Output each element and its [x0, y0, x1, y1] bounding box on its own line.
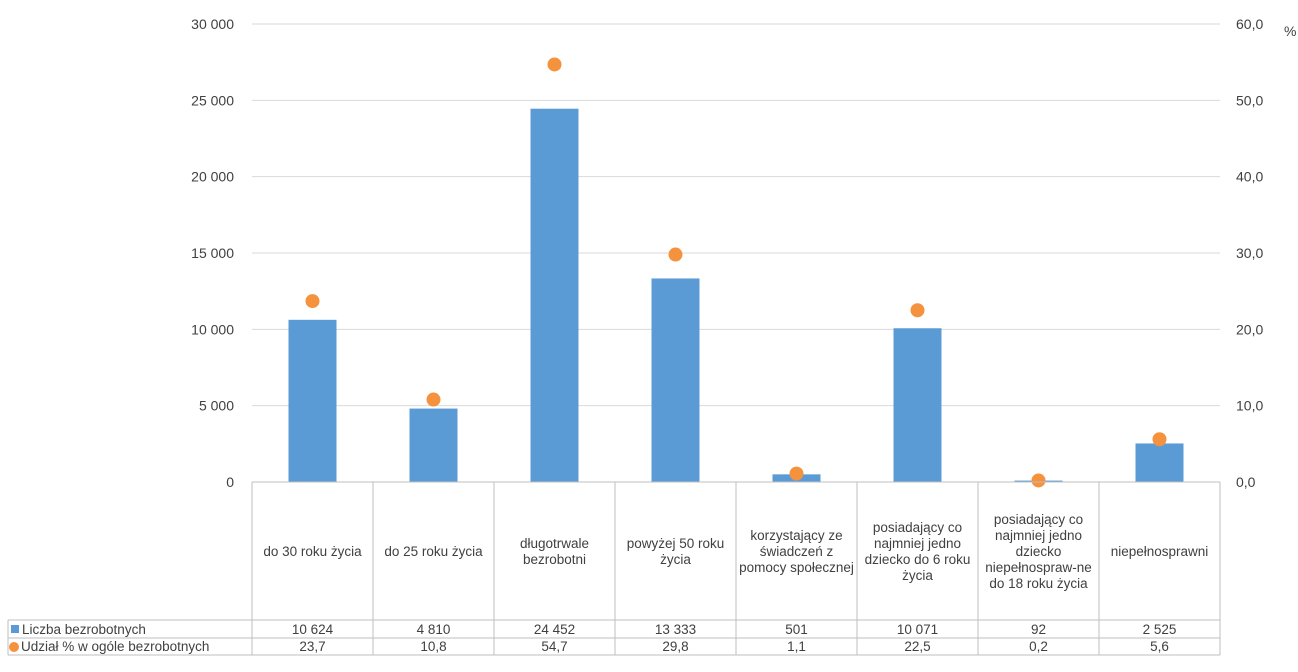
category-label: długotrwale bezrobotni — [519, 535, 590, 567]
bar — [409, 408, 458, 482]
table-cell-share: 0,2 — [1029, 639, 1048, 654]
y2-tick-label: 60,0 — [1236, 16, 1263, 32]
table-cell-count: 24 452 — [533, 621, 576, 637]
y-tick-label: 10 000 — [191, 321, 234, 337]
table-cell-count: 4 810 — [416, 621, 451, 637]
y-tick-label: 20 000 — [191, 169, 234, 185]
y2-tick-label: 40,0 — [1236, 169, 1263, 185]
table-cell-share: 54,7 — [541, 639, 568, 654]
category-label: do 25 roku życia — [384, 543, 483, 559]
data-point — [668, 247, 683, 262]
data-point — [910, 303, 925, 318]
table-cell-share: 1,1 — [787, 639, 806, 654]
bar — [893, 328, 942, 482]
y2-tick-label: 0,0 — [1236, 474, 1256, 490]
category-label: niepełnosprawni — [1110, 543, 1209, 559]
data-point — [426, 392, 441, 407]
category-label: korzystający ze świadczeń z pomocy społe… — [739, 527, 854, 575]
data-point — [1152, 432, 1167, 447]
table-cell-share: 5,6 — [1150, 639, 1169, 654]
category-label: posiadający co najmniej jedno dziecko do… — [864, 519, 971, 583]
table-cell-count: 10 071 — [896, 621, 939, 637]
y-tick-label: 25 000 — [191, 92, 234, 108]
table-cell-count: 13 333 — [654, 621, 697, 637]
y-tick-label: 15 000 — [191, 245, 234, 261]
table-cell-share: 22,5 — [904, 639, 931, 654]
table-cell-share: 10,8 — [420, 639, 447, 654]
table-cell-count: 10 624 — [291, 621, 334, 637]
table-cell-count: 501 — [785, 621, 808, 637]
bar — [530, 108, 579, 482]
y2-tick-label: 20,0 — [1236, 321, 1263, 337]
category-label: powyżej 50 roku życia — [626, 535, 725, 567]
data-point — [1031, 473, 1046, 488]
data-point — [789, 466, 804, 481]
legend-row-share: Udział % w ogóle bezrobotnych — [8, 638, 209, 655]
y2-axis-unit: % — [1284, 23, 1296, 39]
y-tick-label: 5 000 — [199, 398, 234, 414]
data-point — [305, 294, 320, 309]
table-cell-count: 2 525 — [1142, 621, 1177, 637]
y2-tick-label: 50,0 — [1236, 92, 1263, 108]
category-label: posiadający co najmniej jedno dziecko ni… — [985, 511, 1092, 591]
y2-tick-label: 10,0 — [1236, 398, 1263, 414]
legend-label: Udział % w ogóle bezrobotnych — [21, 639, 210, 654]
bar — [1135, 443, 1184, 482]
table-cell-share: 29,8 — [662, 639, 689, 654]
category-label: do 30 roku życia — [263, 543, 362, 559]
data-point — [547, 57, 562, 72]
legend-row-count: Liczba bezrobotnych — [8, 620, 146, 638]
legend-label: Liczba bezrobotnych — [22, 621, 146, 637]
y-tick-label: 30 000 — [191, 16, 234, 32]
legend-key-square — [11, 625, 19, 633]
bar — [288, 319, 337, 482]
legend-key-dot — [9, 641, 19, 652]
table-cell-share: 23,7 — [299, 639, 326, 654]
bar — [651, 278, 700, 482]
y2-tick-label: 30,0 — [1236, 245, 1263, 261]
y-tick-label: 0 — [226, 474, 234, 490]
table-cell-count: 92 — [1030, 621, 1047, 637]
